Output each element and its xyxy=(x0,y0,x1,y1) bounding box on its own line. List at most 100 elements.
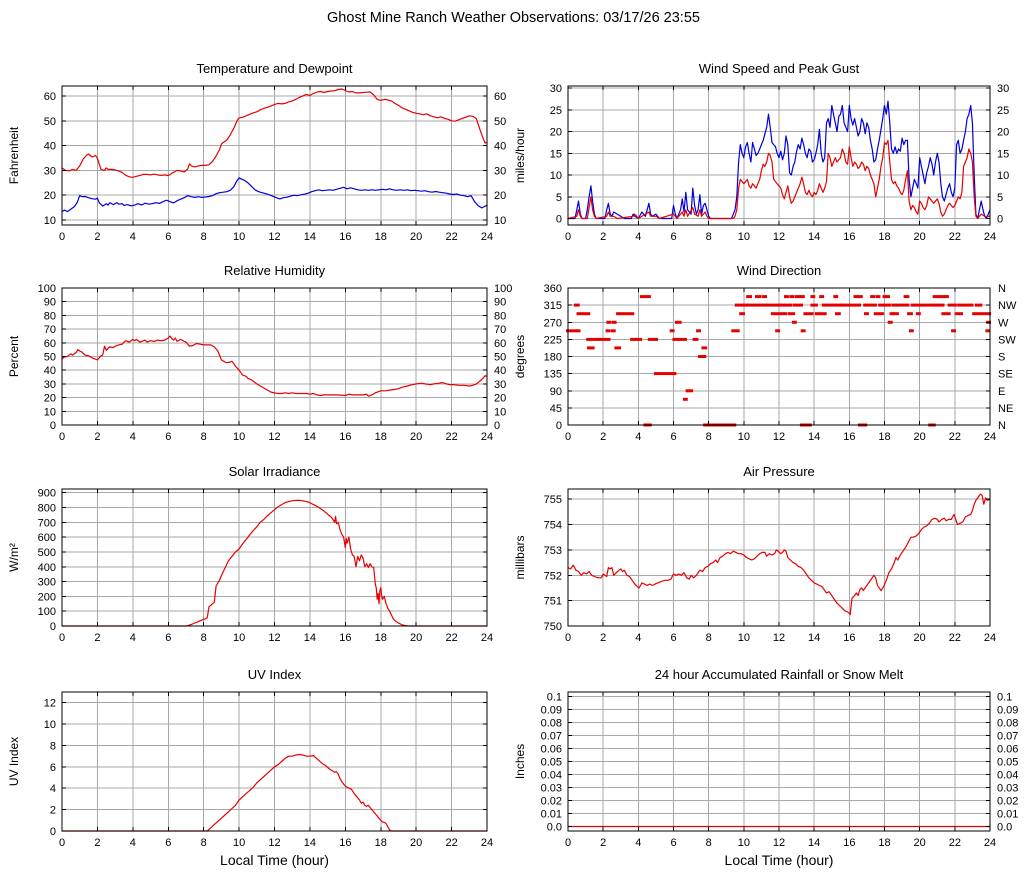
svg-text:14: 14 xyxy=(304,231,316,243)
svg-text:0: 0 xyxy=(59,431,65,443)
svg-text:14: 14 xyxy=(304,431,316,443)
svg-text:2: 2 xyxy=(94,837,100,849)
svg-text:10: 10 xyxy=(738,431,750,443)
svg-text:10: 10 xyxy=(44,719,56,731)
svg-text:Wind Speed and Peak Gust: Wind Speed and Peak Gust xyxy=(699,61,860,76)
svg-text:20: 20 xyxy=(914,837,926,849)
svg-text:0: 0 xyxy=(565,431,571,443)
svg-text:4: 4 xyxy=(130,431,136,443)
svg-text:6: 6 xyxy=(670,231,676,243)
svg-text:10: 10 xyxy=(44,215,56,227)
svg-text:20: 20 xyxy=(44,190,56,202)
svg-text:14: 14 xyxy=(808,231,820,243)
svg-text:Temperature and Dewpoint: Temperature and Dewpoint xyxy=(196,61,352,76)
svg-text:10: 10 xyxy=(494,215,506,227)
svg-text:18: 18 xyxy=(878,231,890,243)
svg-text:18: 18 xyxy=(878,632,890,644)
svg-text:10: 10 xyxy=(233,431,245,443)
svg-text:30: 30 xyxy=(494,165,506,177)
svg-text:0.09: 0.09 xyxy=(997,705,1018,717)
svg-text:0.05: 0.05 xyxy=(997,757,1018,769)
solar-irradiance-chart: 0 2 4 6 8 10 12 14 16 18 20 22 240100200300400500600… xyxy=(7,464,493,644)
svg-text:5: 5 xyxy=(997,192,1003,204)
svg-text:20: 20 xyxy=(494,190,506,202)
svg-text:4: 4 xyxy=(635,632,641,644)
svg-text:20: 20 xyxy=(410,431,422,443)
svg-text:751: 751 xyxy=(544,596,562,608)
svg-text:UV Index: UV Index xyxy=(7,737,21,786)
svg-text:10: 10 xyxy=(233,231,245,243)
svg-text:5: 5 xyxy=(556,192,562,204)
svg-text:0.07: 0.07 xyxy=(997,731,1018,743)
svg-text:8: 8 xyxy=(706,431,712,443)
svg-text:10: 10 xyxy=(738,632,750,644)
svg-text:20: 20 xyxy=(410,837,422,849)
svg-text:0: 0 xyxy=(556,420,562,432)
svg-text:0: 0 xyxy=(565,837,571,849)
svg-text:0.03: 0.03 xyxy=(541,782,562,794)
svg-text:20: 20 xyxy=(410,231,422,243)
svg-text:4: 4 xyxy=(635,837,641,849)
svg-text:8: 8 xyxy=(706,231,712,243)
svg-text:2: 2 xyxy=(94,231,100,243)
svg-text:6: 6 xyxy=(165,231,171,243)
svg-text:Percent: Percent xyxy=(7,335,21,377)
svg-text:750: 750 xyxy=(544,621,562,633)
svg-text:80: 80 xyxy=(494,310,506,322)
svg-text:40: 40 xyxy=(44,365,56,377)
svg-text:15: 15 xyxy=(997,148,1009,160)
svg-text:0.01: 0.01 xyxy=(997,808,1018,820)
svg-text:0.08: 0.08 xyxy=(541,718,562,730)
svg-text:0: 0 xyxy=(565,231,571,243)
svg-text:20: 20 xyxy=(550,127,562,139)
svg-text:0.02: 0.02 xyxy=(997,795,1018,807)
svg-text:0.06: 0.06 xyxy=(997,744,1018,756)
svg-text:2: 2 xyxy=(600,632,606,644)
svg-text:16: 16 xyxy=(843,632,855,644)
svg-text:753: 753 xyxy=(544,545,562,557)
svg-text:40: 40 xyxy=(44,141,56,153)
svg-text:70: 70 xyxy=(44,324,56,336)
svg-text:0: 0 xyxy=(50,621,56,633)
svg-text:N: N xyxy=(998,283,1006,295)
svg-text:18: 18 xyxy=(375,231,387,243)
svg-text:16: 16 xyxy=(843,837,855,849)
svg-text:W/m²: W/m² xyxy=(7,543,21,572)
svg-text:0.1: 0.1 xyxy=(547,692,562,704)
svg-text:N: N xyxy=(998,420,1006,432)
svg-text:15: 15 xyxy=(550,148,562,160)
svg-text:0.08: 0.08 xyxy=(997,718,1018,730)
svg-text:18: 18 xyxy=(878,431,890,443)
svg-text:60: 60 xyxy=(44,338,56,350)
svg-text:12: 12 xyxy=(773,837,785,849)
rainfall-chart: 0 2 4 6 8 10 12 14 16 18 20 22 240.0 0.00.01 0.010.02 0… xyxy=(514,667,1018,868)
svg-text:degrees: degrees xyxy=(514,335,527,378)
svg-text:8: 8 xyxy=(50,740,56,752)
svg-text:6: 6 xyxy=(670,632,676,644)
svg-text:0.02: 0.02 xyxy=(541,795,562,807)
svg-text:2: 2 xyxy=(600,431,606,443)
svg-text:Wind Direction: Wind Direction xyxy=(737,263,822,278)
svg-text:12: 12 xyxy=(268,632,280,644)
svg-text:40: 40 xyxy=(494,141,506,153)
svg-text:30: 30 xyxy=(494,379,506,391)
svg-text:500: 500 xyxy=(38,547,56,559)
svg-text:0.03: 0.03 xyxy=(997,782,1018,794)
svg-text:30: 30 xyxy=(997,83,1009,95)
svg-text:10: 10 xyxy=(738,231,750,243)
svg-text:W: W xyxy=(998,317,1009,329)
page-title: Ghost Mine Ranch Weather Observations: 0… xyxy=(327,10,700,26)
svg-text:0.0: 0.0 xyxy=(547,821,562,833)
svg-text:24: 24 xyxy=(481,431,493,443)
svg-text:18: 18 xyxy=(375,632,387,644)
svg-text:18: 18 xyxy=(375,431,387,443)
svg-text:0.01: 0.01 xyxy=(541,808,562,820)
svg-text:6: 6 xyxy=(165,632,171,644)
svg-text:4: 4 xyxy=(635,231,641,243)
svg-text:20: 20 xyxy=(914,231,926,243)
svg-text:Fahrenheit: Fahrenheit xyxy=(7,126,21,184)
svg-text:22: 22 xyxy=(949,431,961,443)
svg-text:100: 100 xyxy=(38,283,56,295)
svg-text:0.06: 0.06 xyxy=(541,744,562,756)
